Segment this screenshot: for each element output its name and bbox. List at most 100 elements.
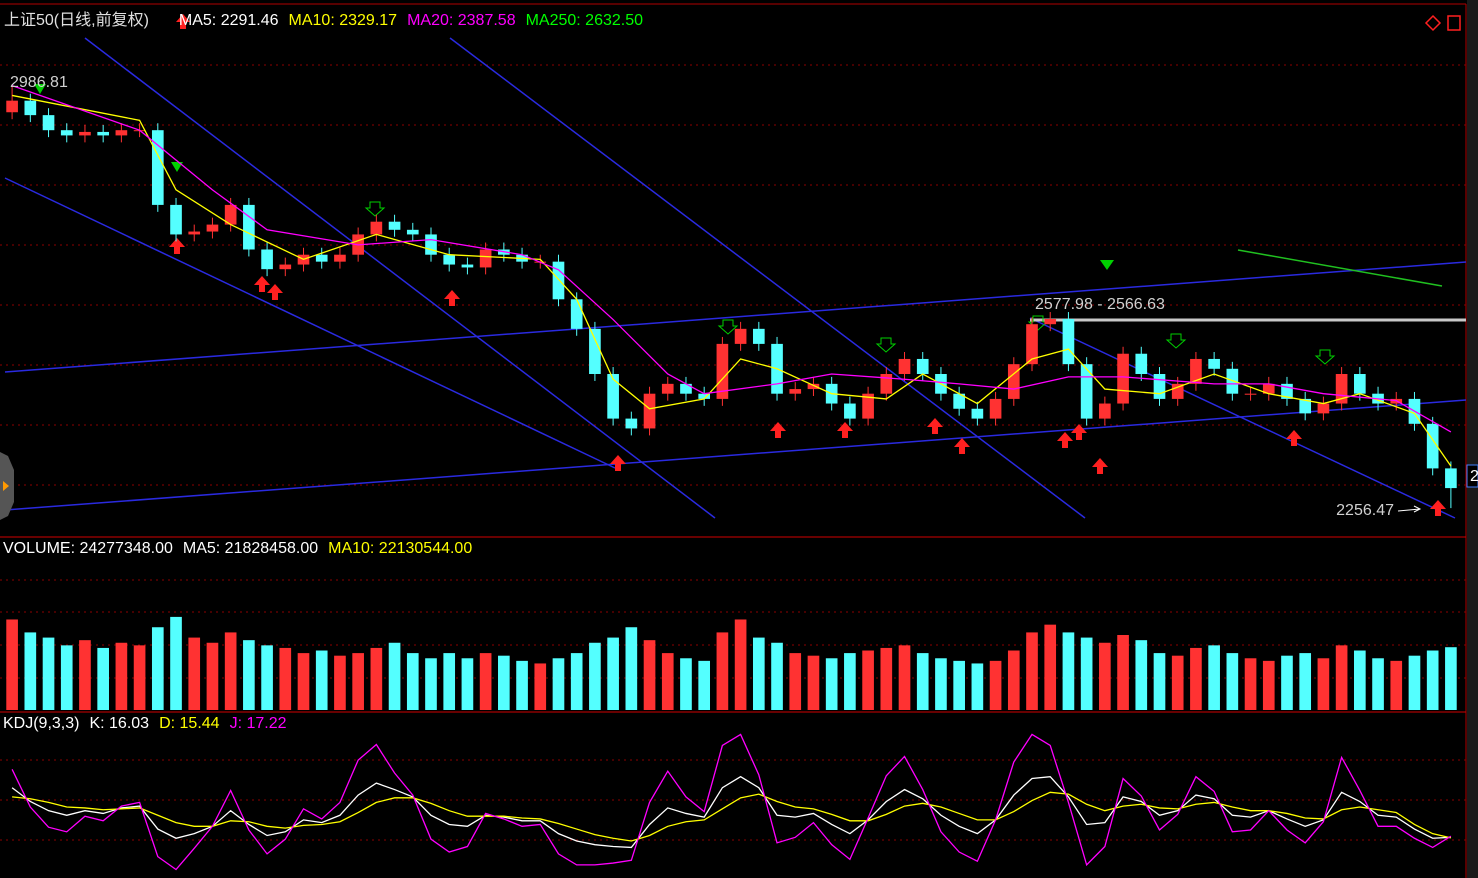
buy-signal — [954, 438, 970, 454]
candle-body — [279, 264, 292, 270]
candle-body — [1099, 403, 1111, 419]
volume-bar — [771, 642, 783, 710]
legend-entry: MA10: 22130544.00 — [328, 540, 472, 557]
candle-body — [953, 393, 965, 409]
legend-entry: VOLUME: 24277348.00 — [3, 540, 173, 557]
trend-line — [84, 37, 716, 519]
candle-body — [97, 131, 109, 136]
candle-body — [425, 234, 437, 255]
candle-body — [1135, 353, 1148, 375]
legend-entry: MA10: 2329.17 — [289, 12, 398, 29]
candle-body — [243, 204, 255, 250]
buy-signal — [610, 455, 626, 471]
volume-bar — [388, 642, 401, 710]
buy-signal — [1071, 424, 1087, 440]
legend-entry: MA5: 21828458.00 — [183, 540, 318, 557]
volume-bar — [334, 655, 346, 710]
annotation: 2986.81 — [10, 74, 68, 91]
volume-bar — [206, 642, 219, 710]
volume-bar — [97, 647, 109, 710]
sell-signal — [717, 319, 739, 335]
volume-bar — [170, 616, 182, 710]
candle-body — [1062, 318, 1075, 365]
volume-bar — [643, 640, 656, 710]
volume-bar — [898, 645, 911, 710]
volume-bar — [24, 632, 37, 710]
volume-bar — [625, 627, 638, 710]
candle-body — [1117, 353, 1129, 404]
sell-signal — [875, 337, 897, 353]
volume-bar — [844, 653, 856, 710]
candle-body — [443, 254, 456, 265]
volume-bar — [261, 645, 273, 710]
volume-bar — [734, 619, 747, 710]
legend-entry: D: 15.44 — [159, 715, 220, 732]
trend-lines — [4, 37, 1467, 519]
volume-bar — [1426, 650, 1439, 710]
candle-body — [6, 100, 18, 113]
candle-body — [862, 393, 874, 419]
volume-bar — [1171, 655, 1184, 710]
sell-signal — [1100, 260, 1114, 270]
ma-line — [11, 84, 1452, 433]
candle-body — [461, 264, 474, 268]
candle-body — [844, 403, 856, 419]
volume-bar — [443, 653, 456, 710]
candle-body — [552, 261, 565, 300]
candle-body — [1426, 423, 1439, 469]
sell-signal — [171, 162, 183, 172]
volume-bar — [1007, 650, 1020, 710]
volume-bar — [461, 658, 474, 710]
legend-entry: J: 17.22 — [230, 715, 287, 732]
trend-line — [449, 37, 1086, 519]
candle-body — [898, 358, 911, 375]
volume-bar — [1080, 637, 1093, 710]
volume-bar — [60, 645, 73, 710]
candle-body — [1299, 398, 1312, 414]
legend-entry: MA20: 2387.58 — [407, 12, 516, 29]
volume-bar — [1372, 658, 1384, 710]
axis-badge: 2 — [1470, 468, 1478, 485]
candle-body — [1262, 383, 1275, 394]
volume-bar — [1262, 660, 1275, 710]
legend-entry: MA250: 2632.50 — [526, 12, 644, 29]
window-button[interactable] — [1447, 15, 1461, 31]
buy-signal — [444, 290, 460, 306]
volume-bar — [1390, 660, 1403, 710]
volume-bar — [406, 653, 419, 710]
volume-bar — [916, 653, 929, 710]
signals — [34, 84, 1446, 516]
chart-title: 上证50(日线,前复权) — [4, 11, 149, 29]
buy-signal — [927, 418, 943, 434]
chrome: 2 — [0, 14, 1478, 520]
candle-body — [224, 204, 237, 225]
volume-bar — [1244, 658, 1257, 710]
diamond-button[interactable] — [1424, 14, 1442, 32]
candle-body — [680, 383, 692, 394]
volume-bar — [1026, 632, 1038, 710]
sell-signal — [34, 84, 46, 94]
volume-bar — [552, 658, 565, 710]
candle-body — [643, 393, 656, 429]
candle-body — [570, 299, 583, 329]
candle-body — [1208, 358, 1220, 369]
legend-entry: K: 16.03 — [89, 715, 149, 732]
volume-bar — [1062, 632, 1075, 710]
candle-body — [880, 374, 893, 394]
volume-bar — [680, 658, 692, 710]
volume-bar — [297, 653, 310, 710]
trend-line — [4, 399, 1467, 511]
volume-bar — [188, 637, 201, 710]
right-strip — [1467, 0, 1478, 878]
volume-bar — [279, 647, 292, 710]
volume-bar — [115, 642, 128, 710]
candle-body — [151, 130, 164, 205]
candle-body — [1171, 383, 1184, 399]
volume-bar — [807, 655, 820, 710]
volume-bar — [224, 632, 237, 710]
candle-body — [370, 221, 383, 235]
volume-bar — [1117, 635, 1129, 710]
volume-bar — [880, 647, 893, 710]
